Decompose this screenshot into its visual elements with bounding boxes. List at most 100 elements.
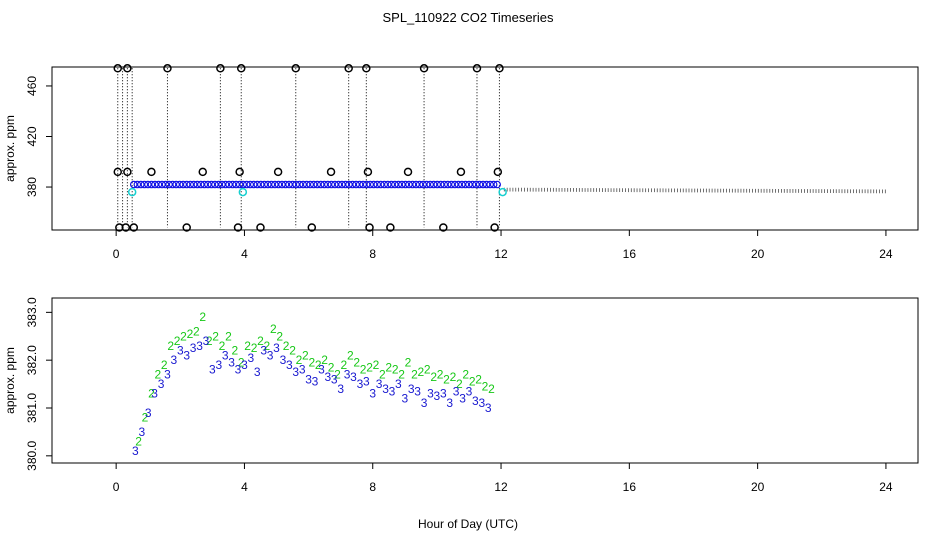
y-tick-label: 460 (25, 76, 39, 96)
ambient-point (362, 180, 371, 189)
series-2-point: 2 (155, 368, 162, 382)
ambient-point (422, 180, 431, 189)
series-2-point: 2 (251, 341, 258, 355)
series-3-point: 3 (337, 382, 344, 396)
calibration-point (363, 167, 373, 177)
series-2-point: 2 (193, 324, 200, 338)
y-tick-label: 383.0 (25, 297, 39, 327)
x-tick-label: 0 (113, 480, 120, 494)
ambient-point (271, 180, 279, 189)
series-2-point: 2 (437, 368, 444, 382)
series-2-point: 2 (135, 434, 142, 448)
series-3-point: 3 (273, 341, 280, 355)
ambient-point (433, 180, 442, 189)
calibration-point (123, 64, 132, 73)
y-tick-label: 380 (25, 177, 39, 197)
series-2-point: 2 (174, 334, 181, 348)
x-tick-label: 8 (369, 480, 376, 494)
ambient-point (228, 180, 237, 189)
ambient-point (313, 180, 322, 189)
calibration-point (386, 223, 395, 232)
x-tick-label: 4 (241, 480, 248, 494)
series-3-point: 3 (466, 384, 473, 398)
series-3-point: 3 (215, 358, 222, 372)
standard-point (238, 187, 248, 197)
series-2-point: 2 (308, 356, 315, 370)
series-3-point: 3 (363, 375, 370, 389)
calibration-point (233, 223, 243, 232)
ambient-point (257, 180, 265, 189)
series-2-point: 2 (257, 334, 264, 348)
ambient-point (292, 180, 300, 189)
series-2-point: 2 (283, 339, 290, 353)
calibration-point (113, 167, 123, 177)
series-3-point: 3 (190, 341, 197, 355)
calibration-point (326, 167, 336, 177)
series-3-point: 3 (440, 387, 447, 401)
ambient-point (221, 180, 230, 189)
ambient-point (451, 180, 459, 189)
ambient-point (429, 180, 438, 189)
ambient-point (278, 180, 286, 189)
ambient-point (412, 180, 420, 189)
standard-point (127, 187, 137, 197)
series-3-point: 3 (241, 358, 248, 372)
series-2-point: 2 (328, 360, 335, 374)
ambient-point (295, 180, 304, 189)
series-3-point: 3 (434, 389, 441, 403)
ambient-point (274, 180, 283, 189)
series-2-point: 2 (219, 339, 226, 353)
ambient-point (415, 180, 424, 189)
series-3-point: 3 (408, 382, 415, 396)
ambient-point (309, 180, 318, 189)
calibration-point (216, 64, 225, 73)
series-2-point: 2 (450, 370, 457, 384)
calibration-point (198, 167, 207, 177)
series-2-point: 2 (392, 363, 399, 377)
calibration-point (362, 64, 371, 73)
ambient-point (306, 180, 314, 189)
series-2-point: 2 (456, 377, 463, 391)
ambient-point (179, 180, 187, 189)
series-3-point: 3 (395, 377, 402, 391)
ambient-point (436, 180, 445, 189)
series-2-point: 2 (334, 368, 341, 382)
ambient-point (147, 180, 156, 189)
ambient-point (426, 180, 434, 189)
ambient-point (352, 180, 360, 189)
series-3-point: 3 (203, 334, 210, 348)
ambient-point (151, 180, 159, 189)
series-3-point: 3 (389, 384, 396, 398)
series-2-point: 2 (199, 310, 206, 324)
ambient-point (129, 180, 138, 189)
series-2-point: 2 (161, 358, 168, 372)
series-3-point: 3 (427, 387, 434, 401)
series-2-point: 2 (206, 334, 213, 348)
calibration-point (291, 64, 301, 73)
series-3-point: 3 (132, 444, 139, 458)
ambient-point (366, 180, 374, 189)
series-3-point: 3 (228, 356, 235, 370)
ambient-point (345, 180, 353, 189)
ambient-point (168, 180, 177, 189)
x-tick-label: 24 (879, 480, 893, 494)
series-3-point: 3 (286, 358, 293, 372)
series-3-point: 3 (292, 365, 299, 379)
series-3-point: 3 (254, 365, 261, 379)
x-tick-label: 0 (113, 247, 120, 261)
series-2-point: 2 (366, 360, 373, 374)
ambient-point (468, 180, 477, 189)
plot-frame (51, 66, 919, 231)
calibration-point (456, 167, 466, 177)
calibration-point (236, 64, 246, 73)
series-2-point: 2 (270, 322, 277, 336)
series-3-point: 3 (350, 370, 357, 384)
x-tick-label: 12 (494, 480, 508, 494)
series-3-point: 3 (158, 377, 165, 391)
ambient-point (299, 180, 307, 189)
y-axis-label: approx. ppm (3, 347, 17, 414)
x-tick-label: 4 (241, 247, 248, 261)
ambient-point (225, 180, 233, 189)
chart-title: SPL_110922 CO2 Timeseries (382, 10, 554, 25)
series-2-point: 2 (398, 368, 405, 382)
